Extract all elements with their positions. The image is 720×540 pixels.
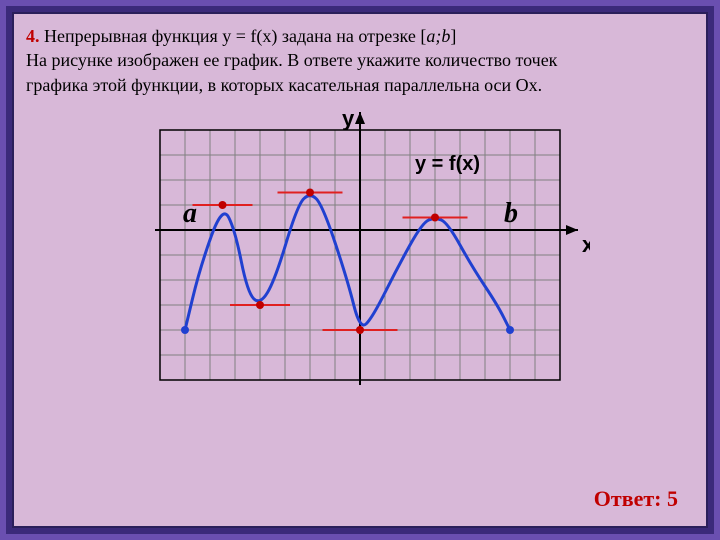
answer-text: Ответ: 5	[594, 486, 678, 512]
problem-line1a: Непрерывная функция y = f(x) задана на о…	[40, 26, 427, 46]
function-chart: y x a b y = f(x)	[130, 105, 590, 405]
svg-text:b: b	[504, 198, 518, 229]
svg-text:y: y	[342, 106, 355, 131]
problem-line2: На рисунке изображен ее график. В ответе…	[26, 50, 557, 70]
svg-text:x: x	[582, 232, 590, 257]
svg-text:a: a	[183, 198, 197, 229]
chart-container: y x a b y = f(x)	[26, 105, 694, 425]
outer-frame: 4. Непрерывная функция y = f(x) задана н…	[0, 0, 720, 540]
problem-text: 4. Непрерывная функция y = f(x) задана н…	[26, 24, 694, 97]
problem-line3: графика этой функции, в которых касатель…	[26, 75, 542, 95]
svg-text:y = f(x): y = f(x)	[415, 153, 480, 175]
problem-number: 4.	[26, 26, 40, 46]
inner-frame: 4. Непрерывная функция y = f(x) задана н…	[12, 12, 708, 528]
problem-line1b: ]	[450, 26, 456, 46]
problem-interval: a;b	[426, 26, 450, 46]
